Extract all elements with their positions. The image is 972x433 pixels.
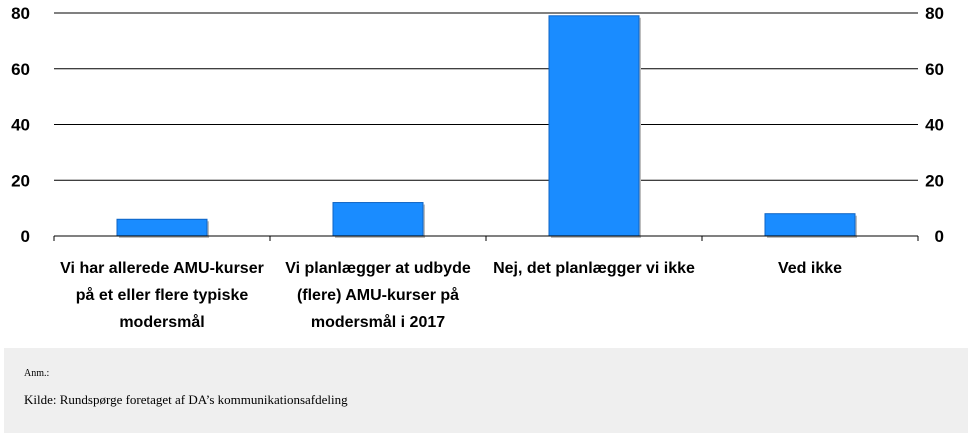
source-text: Kilde: Rundspørge foretaget af DA’s komm…	[24, 392, 348, 407]
category-label: Ved ikke	[778, 260, 842, 277]
y-tick-label-left: 40	[11, 116, 30, 135]
y-tick-label-left: 0	[21, 227, 30, 246]
x-axis	[53, 235, 919, 241]
bar	[764, 213, 856, 237]
y-tick-label-left: 80	[11, 4, 30, 23]
category-label: Vi har allerede AMU-kurser på et eller fl…	[60, 260, 264, 331]
bar-chart: 0 20 40 60 80 0 20 40 60 80 Vi har allerede AMU-…	[11, 4, 944, 331]
y-axis-left: 0 20 40 60 80	[11, 4, 30, 246]
category-label: Vi planlægger at udbyde (flere) AMU-kurse…	[285, 260, 471, 331]
chart-footer: Anm.: Kilde: Rundspørge foretaget af DA’…	[4, 348, 968, 433]
y-tick-label-right: 20	[925, 171, 944, 190]
y-axis-right: 0 20 40 60 80	[925, 4, 944, 246]
bar	[548, 15, 640, 237]
y-tick-label-right: 80	[925, 4, 944, 23]
note-text: Anm.:	[24, 368, 50, 379]
y-tick-label-right: 40	[925, 116, 944, 135]
y-tick-label-right: 60	[925, 60, 944, 79]
y-tick-label-left: 20	[11, 171, 30, 190]
y-tick-label-right: 0	[935, 227, 944, 246]
category-label: Nej, det planlægger vi ikke	[493, 260, 695, 277]
y-tick-label-left: 60	[11, 60, 30, 79]
bars	[116, 15, 857, 238]
bar	[116, 218, 208, 237]
category-labels: Vi har allerede AMU-kurser på et eller fl…	[60, 260, 842, 331]
gridlines	[54, 12, 918, 181]
bar	[332, 202, 424, 237]
